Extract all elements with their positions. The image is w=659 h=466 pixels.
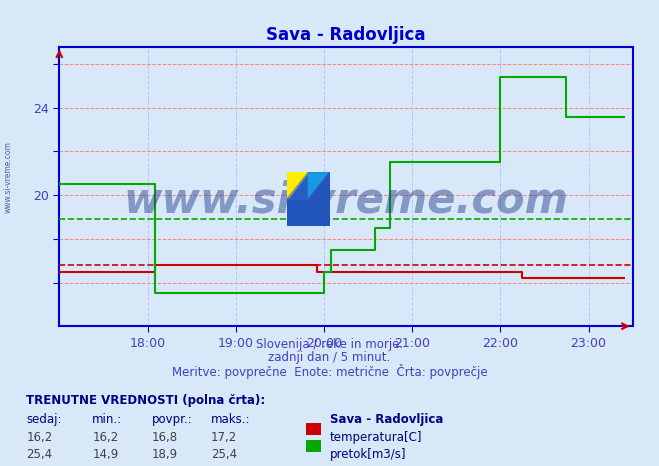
Text: TRENUTNE VREDNOSTI (polna črta):: TRENUTNE VREDNOSTI (polna črta): [26, 394, 266, 407]
Text: Sava - Radovljica: Sava - Radovljica [330, 413, 443, 426]
Text: 25,4: 25,4 [26, 448, 53, 461]
Polygon shape [308, 172, 330, 199]
Text: Meritve: povprečne  Enote: metrične  Črta: povprečje: Meritve: povprečne Enote: metrične Črta:… [172, 364, 487, 379]
Polygon shape [287, 172, 330, 226]
Text: maks.:: maks.: [211, 413, 250, 426]
Text: 14,9: 14,9 [92, 448, 119, 461]
Text: www.si-vreme.com: www.si-vreme.com [123, 179, 569, 221]
Text: 17,2: 17,2 [211, 431, 237, 444]
Text: www.si-vreme.com: www.si-vreme.com [3, 141, 13, 213]
Polygon shape [287, 172, 330, 199]
Text: 16,8: 16,8 [152, 431, 178, 444]
Polygon shape [287, 172, 330, 226]
Text: 16,2: 16,2 [26, 431, 53, 444]
Text: Slovenija / reke in morje.: Slovenija / reke in morje. [256, 338, 403, 351]
Title: Sava - Radovljica: Sava - Radovljica [266, 26, 426, 44]
Text: min.:: min.: [92, 413, 123, 426]
Text: povpr.:: povpr.: [152, 413, 192, 426]
Text: temperatura[C]: temperatura[C] [330, 431, 422, 444]
Text: zadnji dan / 5 minut.: zadnji dan / 5 minut. [268, 351, 391, 364]
Text: pretok[m3/s]: pretok[m3/s] [330, 448, 406, 461]
Text: 16,2: 16,2 [92, 431, 119, 444]
Text: sedaj:: sedaj: [26, 413, 62, 426]
Polygon shape [287, 172, 308, 199]
Text: 18,9: 18,9 [152, 448, 178, 461]
Text: 25,4: 25,4 [211, 448, 237, 461]
